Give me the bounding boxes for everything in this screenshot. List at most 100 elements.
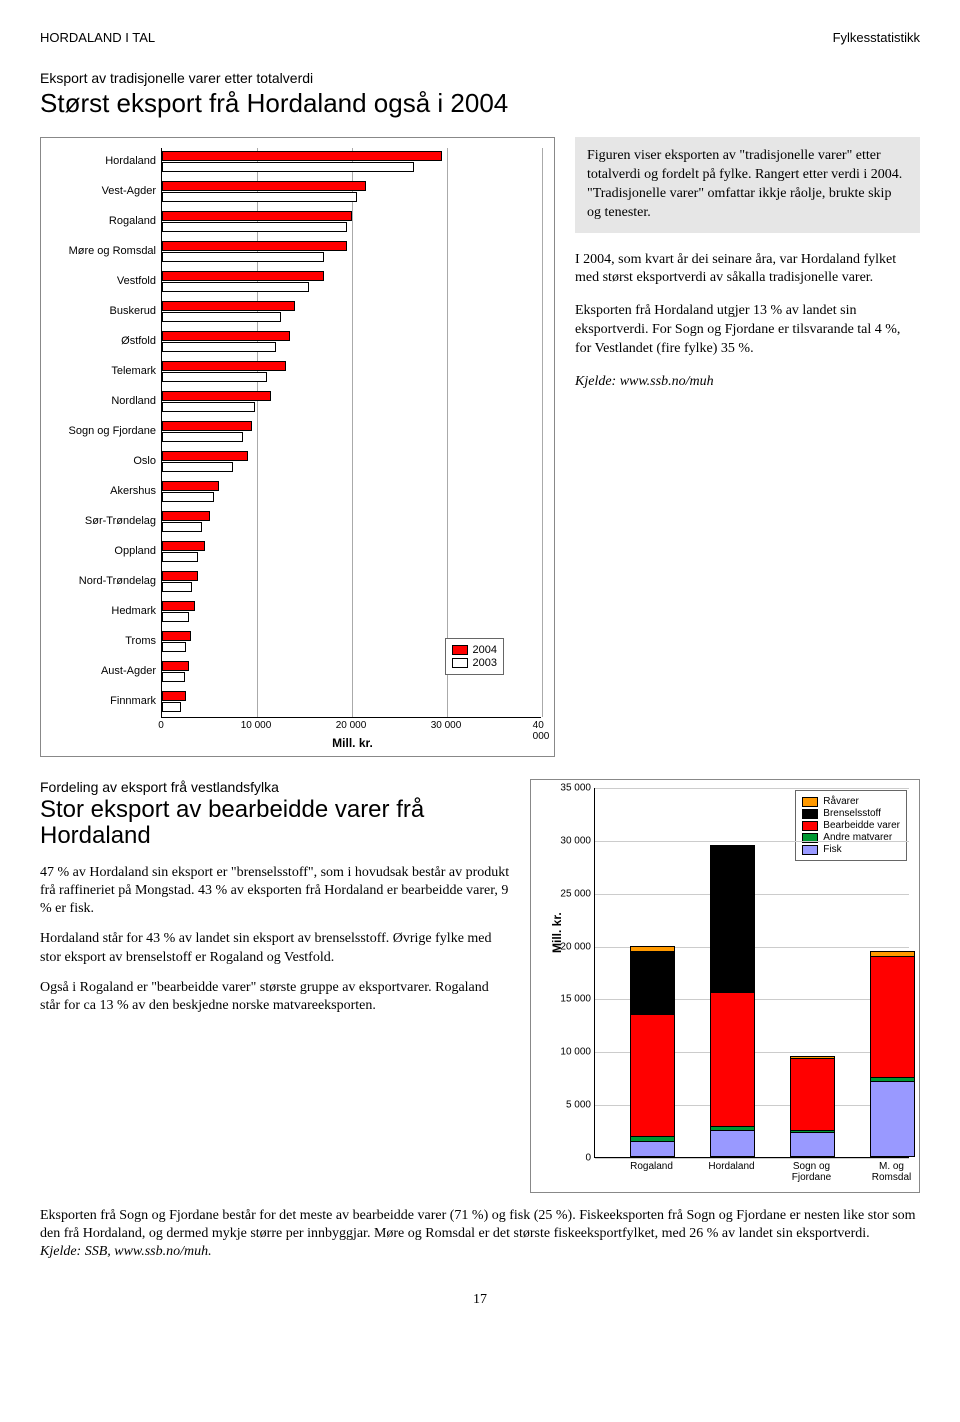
bar-segment	[710, 992, 755, 1126]
hbar-row: Sør-Trøndelag	[52, 508, 541, 538]
hbar-row: Hedmark	[52, 598, 541, 628]
bar-segment	[790, 1132, 835, 1157]
section-title: Størst eksport frå Hordaland også i 2004	[40, 88, 920, 119]
bar-segment	[710, 1130, 755, 1157]
x2-tick: M. ogRomsdal	[872, 1161, 911, 1183]
hbar-row: Akershus	[52, 478, 541, 508]
hbar-label: Østfold	[52, 335, 156, 347]
hbar-bar-2003	[162, 492, 214, 502]
hbar-bar-2004	[162, 151, 442, 161]
stacked-bar	[790, 1056, 835, 1157]
x-tick: 0	[158, 720, 164, 731]
hbar-bar-2003	[162, 672, 185, 682]
hbar-row: Sogn og Fjordane	[52, 418, 541, 448]
left-para-1: 47 % av Hordaland sin eksport er "brense…	[40, 864, 510, 919]
hbar-bar-2004	[162, 211, 352, 221]
info-box: Figuren viser eksporten av "tradisjonell…	[575, 137, 920, 233]
right-source: Kjelde: www.ssb.no/muh	[575, 373, 920, 392]
hbar-row: Møre og Romsdal	[52, 238, 541, 268]
hbar-bar-2004	[162, 661, 189, 671]
hbar-bar-2004	[162, 541, 205, 551]
hbar-bar-2003	[162, 372, 267, 382]
foot-source: Kjelde: SSB, www.ssb.no/muh.	[40, 1244, 212, 1259]
y-tick: 30 000	[560, 835, 595, 846]
hbar-bar-2003	[162, 282, 309, 292]
hbar-bar-2004	[162, 181, 366, 191]
hbar-row: Oslo	[52, 448, 541, 478]
y-tick: 20 000	[560, 941, 595, 952]
hbar-label: Oppland	[52, 545, 156, 557]
legend-label: 2003	[473, 657, 497, 669]
hbar-row: Nordland	[52, 388, 541, 418]
hbar-label: Hedmark	[52, 605, 156, 617]
header-right: Fylkesstatistikk	[833, 30, 920, 45]
hbar-label: Møre og Romsdal	[52, 245, 156, 257]
right-para-2: Eksporten frå Hordaland utgjer 13 % av l…	[575, 302, 920, 359]
hbar-bar-2003	[162, 642, 186, 652]
chart1-container: HordalandVest-AgderRogalandMøre og Romsd…	[40, 137, 555, 757]
hbar-label: Nordland	[52, 395, 156, 407]
hbar-bar-2003	[162, 222, 347, 232]
hbar-label: Buskerud	[52, 305, 156, 317]
hbar-bar-2003	[162, 552, 198, 562]
chart1: HordalandVest-AgderRogalandMøre og Romsd…	[51, 148, 544, 750]
hbar-bar-2004	[162, 481, 219, 491]
chart1-xticks: 010 00020 00030 00040 000	[161, 718, 541, 734]
hbar-bar-2003	[162, 312, 281, 322]
legend-label: 2004	[473, 644, 497, 656]
hbar-bar-2003	[162, 192, 357, 202]
hbar-bar-2004	[162, 691, 186, 701]
chart2-container: RåvarerBrenselsstoffBearbeidde varerAndr…	[530, 779, 920, 1193]
left-text: Fordeling av eksport frå vestlandsfylka …	[40, 779, 510, 1193]
hbar-bar-2003	[162, 252, 324, 262]
x-tick: 30 000	[431, 720, 462, 731]
chart1-xtitle: Mill. kr.	[161, 736, 544, 750]
hbar-label: Oslo	[52, 455, 156, 467]
bar-segment	[630, 1141, 675, 1157]
left-para-3: Også i Rogaland er "bearbeidde varer" st…	[40, 979, 510, 1015]
y-tick: 25 000	[560, 888, 595, 899]
x-tick: 10 000	[241, 720, 272, 731]
stacked-bar	[630, 946, 675, 1157]
hbar-label: Sør-Trøndelag	[52, 515, 156, 527]
hbar-bar-2003	[162, 702, 181, 712]
hbar-bar-2004	[162, 511, 210, 521]
hbar-bar-2004	[162, 601, 195, 611]
bottom-block: Fordeling av eksport frå vestlandsfylka …	[40, 779, 920, 1193]
left-para-2: Hordaland står for 43 % av landet sin ek…	[40, 930, 510, 966]
right-column: Figuren viser eksporten av "tradisjonell…	[575, 137, 920, 757]
section-sub: Eksport av tradisjonelle varer etter tot…	[40, 70, 920, 86]
hbar-bar-2003	[162, 522, 202, 532]
hbar-bar-2004	[162, 331, 290, 341]
hbar-bar-2004	[162, 391, 271, 401]
hbar-label: Aust-Agder	[52, 665, 156, 677]
y-tick: 10 000	[560, 1047, 595, 1058]
hbar-bar-2003	[162, 612, 189, 622]
page-number: 17	[40, 1292, 920, 1308]
legend-swatch	[452, 645, 468, 655]
hbar-label: Vest-Agder	[52, 185, 156, 197]
bar-segment	[630, 951, 675, 1014]
hbar-label: Akershus	[52, 485, 156, 497]
hbar-row: Nord-Trøndelag	[52, 568, 541, 598]
chart1-plot: HordalandVest-AgderRogalandMøre og Romsd…	[161, 148, 541, 718]
hbar-label: Vestfold	[52, 275, 156, 287]
hbar-bar-2004	[162, 271, 324, 281]
hbar-label: Hordaland	[52, 155, 156, 167]
hbar-row: Buskerud	[52, 298, 541, 328]
hbar-bar-2003	[162, 582, 192, 592]
bar-segment	[630, 1014, 675, 1136]
x-tick: 20 000	[336, 720, 367, 731]
hbar-bar-2004	[162, 631, 191, 641]
hbar-row: Vestfold	[52, 268, 541, 298]
hbar-row: Finnmark	[52, 688, 541, 718]
hbar-bar-2004	[162, 571, 198, 581]
section2-sub: Fordeling av eksport frå vestlandsfylka	[40, 779, 510, 795]
chart2-plot: Mill. kr. 05 00010 00015 00020 00025 000…	[594, 788, 909, 1158]
foot-text: Eksporten frå Sogn og Fjordane består fo…	[40, 1207, 920, 1262]
hbar-bar-2003	[162, 402, 255, 412]
legend-item: 2003	[452, 657, 497, 669]
page-header: HORDALAND I TAL Fylkesstatistikk	[40, 30, 920, 45]
x2-tick: Rogaland	[630, 1161, 673, 1172]
stacked-bar	[710, 845, 755, 1157]
